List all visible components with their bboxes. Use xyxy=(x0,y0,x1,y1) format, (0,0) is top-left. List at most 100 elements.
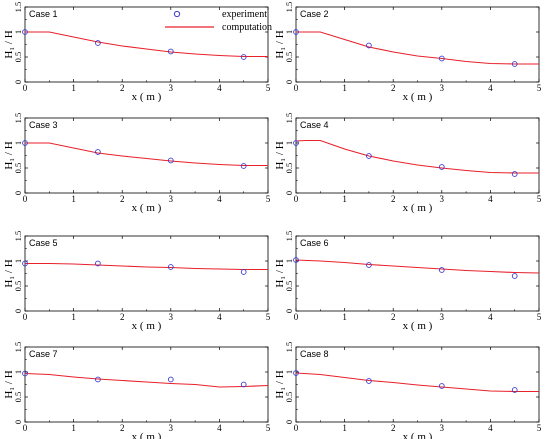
case-title: Case 2 xyxy=(300,9,329,19)
experiment-point xyxy=(95,149,101,155)
experiment-point xyxy=(240,381,247,388)
y-tick-label: 0.5 xyxy=(13,281,23,292)
case-title: Case 8 xyxy=(300,349,329,359)
y-tick-label: 0.5 xyxy=(284,392,294,403)
x-tick-label: 5 xyxy=(266,423,271,433)
x-tick-label: 5 xyxy=(266,312,271,322)
x-axis-label: x ( m ) xyxy=(132,431,162,439)
experiment-point xyxy=(240,269,247,275)
case-title: Case 4 xyxy=(300,120,329,130)
x-tick-label: 4 xyxy=(217,423,222,433)
chart-panel-case-7: 0 1 2 3 4 5 0 0.5 1 1.5 x ( m ) H₁ / H Case 7 xyxy=(3,342,271,439)
y-axis-label: H₁ / H xyxy=(3,30,15,58)
x-tick-label: 0 xyxy=(23,312,28,322)
y-tick-label: 0 xyxy=(284,80,294,84)
y-tick-label: 0.5 xyxy=(284,52,294,63)
plot-frame xyxy=(295,6,540,83)
chart-panel-case-3: 0 1 2 3 4 5 0 0.5 1 1.5 x ( m ) H₁ / H Case 3 xyxy=(3,113,271,214)
plot-frame xyxy=(24,346,269,423)
x-tick-label: 3 xyxy=(440,312,445,322)
chart-panel-case-1: 0 1 2 3 4 5 0 0.5 1 1.5 x ( m ) H₁ / H Case 1 xyxy=(3,2,271,103)
y-tick-label: 1.5 xyxy=(284,231,294,242)
x-tick-label: 2 xyxy=(120,312,125,322)
x-tick-label: 5 xyxy=(537,423,542,433)
y-axis-label: H₁ / H xyxy=(274,259,286,287)
x-tick-label: 2 xyxy=(391,194,396,204)
x-tick-label: 0 xyxy=(23,194,28,204)
x-tick-label: 1 xyxy=(71,83,76,93)
x-tick-label: 0 xyxy=(23,83,28,93)
experiment-point xyxy=(22,140,28,146)
experiment-point xyxy=(22,29,28,35)
y-tick-label: 1 xyxy=(284,141,294,145)
chart-panel-case-5: 0 1 2 3 4 5 0 0.5 1 1.5 x ( m ) H₁ / H Case 5 xyxy=(3,231,271,332)
experiment-point xyxy=(293,370,299,376)
experiment-point xyxy=(366,378,372,384)
y-axis-label: H₁ / H xyxy=(3,259,15,287)
experiment-point xyxy=(240,54,247,60)
experiment-point xyxy=(240,163,247,169)
plot-frame xyxy=(24,117,269,194)
x-tick-label: 4 xyxy=(488,423,493,433)
y-axis-label: H₁ / H xyxy=(274,30,286,58)
case-title: Case 5 xyxy=(29,238,58,248)
x-tick-label: 3 xyxy=(169,423,174,433)
experiment-point xyxy=(167,48,174,55)
experiment-point xyxy=(438,267,445,273)
x-tick-label: 1 xyxy=(342,83,347,93)
x-tick-label: 0 xyxy=(294,423,299,433)
x-tick-label: 1 xyxy=(342,423,347,433)
x-tick-label: 0 xyxy=(294,83,299,93)
x-tick-label: 2 xyxy=(120,423,125,433)
experiment-point xyxy=(293,140,299,146)
experiment-point xyxy=(95,40,101,46)
x-axis-label: x ( m ) xyxy=(132,320,162,332)
x-tick-label: 1 xyxy=(71,423,76,433)
panels-group: 0 1 2 3 4 5 0 0.5 1 1.5 x ( m ) H₁ / H Case 1 0 1 2 3 4 5 0… xyxy=(3,2,542,439)
x-tick-label: 2 xyxy=(120,194,125,204)
legend-computation-label: computation xyxy=(222,22,272,33)
y-axis-label: H₁ / H xyxy=(274,141,286,169)
x-tick-label: 4 xyxy=(217,194,222,204)
experiment-point xyxy=(95,376,101,383)
legend-experiment-marker xyxy=(173,10,181,18)
computation-line xyxy=(25,31,268,58)
plot-frame xyxy=(295,235,540,312)
experiment-point xyxy=(22,370,28,377)
computation-line xyxy=(296,31,539,65)
legend-experiment-label: experiment xyxy=(222,9,267,20)
x-tick-label: 5 xyxy=(537,312,542,322)
y-tick-label: 1.5 xyxy=(13,2,23,13)
x-tick-label: 3 xyxy=(440,423,445,433)
experiment-point xyxy=(95,260,101,267)
y-tick-label: 0 xyxy=(13,191,23,195)
computation-line xyxy=(295,139,539,174)
x-tick-label: 3 xyxy=(440,194,445,204)
chart-panel-case-8: 0 1 2 3 4 5 0 0.5 1 1.5 x ( m ) H₁ / H Case 8 xyxy=(274,342,542,439)
experiment-point xyxy=(167,376,174,383)
experiment-point xyxy=(438,164,445,170)
y-tick-label: 1.5 xyxy=(13,342,23,353)
chart-panel-case-4: 0 1 2 3 4 5 0 0.5 1 1.5 x ( m ) H₁ / H Case 4 xyxy=(274,113,542,214)
y-tick-label: 1 xyxy=(284,370,294,374)
y-tick-label: 1.5 xyxy=(284,113,294,124)
y-tick-label: 1.5 xyxy=(13,231,23,242)
y-tick-label: 1.5 xyxy=(284,342,294,353)
x-tick-label: 3 xyxy=(169,83,174,93)
x-tick-label: 3 xyxy=(169,194,174,204)
experiment-point xyxy=(511,273,518,279)
x-tick-label: 2 xyxy=(391,83,396,93)
experiment-point xyxy=(511,61,518,67)
y-tick-label: 0 xyxy=(284,309,294,313)
x-axis-label: x ( m ) xyxy=(403,202,433,214)
y-axis-label: H₁ / H xyxy=(274,370,286,398)
y-tick-label: 0 xyxy=(13,420,23,424)
y-tick-label: 1 xyxy=(13,259,23,263)
plot-frame xyxy=(295,117,540,194)
y-tick-label: 1.5 xyxy=(13,113,23,124)
x-tick-label: 2 xyxy=(391,312,396,322)
chart-panel-case-6: 0 1 2 3 4 5 0 0.5 1 1.5 x ( m ) H₁ / H Case 6 xyxy=(274,231,542,332)
experiment-point xyxy=(293,29,299,35)
case-title: Case 1 xyxy=(29,9,58,19)
